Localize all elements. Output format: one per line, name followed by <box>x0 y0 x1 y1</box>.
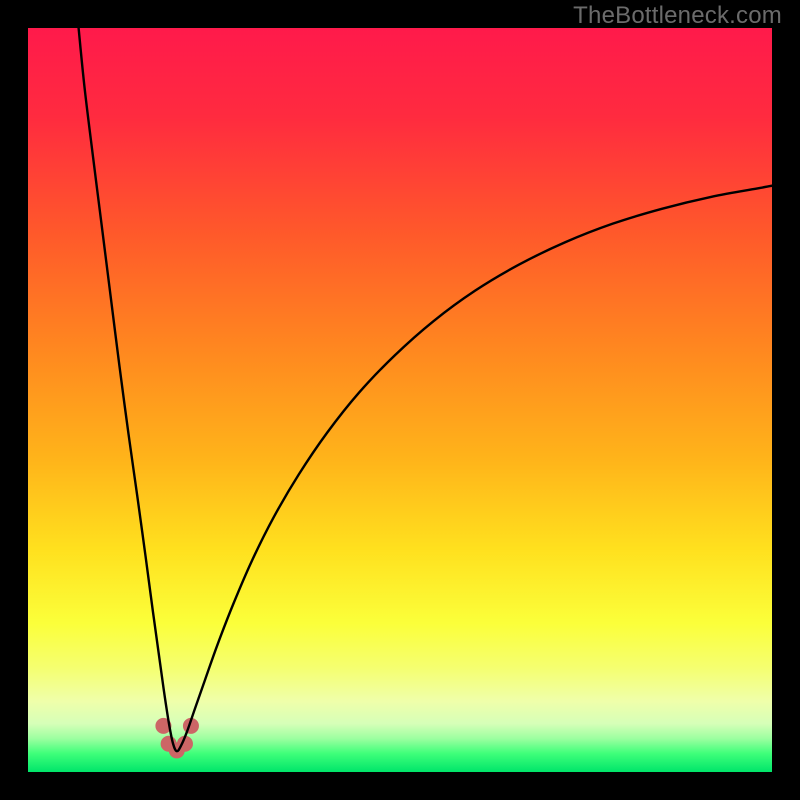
watermark-text: TheBottleneck.com <box>573 2 782 30</box>
chart-frame: TheBottleneck.com <box>0 0 800 800</box>
bottleneck-curve <box>28 28 772 772</box>
plot-area <box>28 28 772 772</box>
curve-path <box>79 28 772 751</box>
